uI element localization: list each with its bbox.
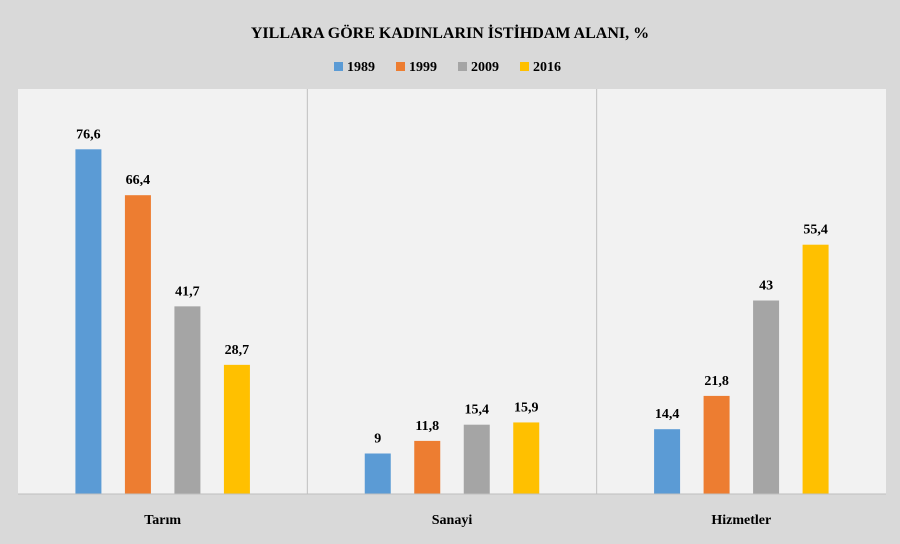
bar-1989-2 — [654, 429, 681, 494]
bar-2009-0 — [174, 306, 201, 494]
legend-swatch-1999 — [396, 62, 405, 71]
bar-1989-1 — [364, 453, 391, 494]
legend: 1989 1999 2009 2016 — [334, 60, 561, 75]
bar-2009-1 — [463, 424, 490, 494]
data-labels-group: 76,6 66,4 41,7 28,7 9 11,8 15,4 15,9 14,4 21,8 43 5… — [76, 127, 828, 446]
legend-label-2016: 2016 — [533, 60, 561, 75]
data-label-1999-2: 21,8 — [704, 374, 729, 389]
bar-1999-0 — [124, 195, 151, 494]
data-label-2016-0: 28,7 — [225, 343, 250, 358]
bar-2016-2 — [802, 244, 829, 494]
legend-swatch-2009 — [458, 62, 467, 71]
bar-1989-0 — [75, 149, 102, 495]
plot-area — [18, 89, 886, 494]
bar-2016-0 — [223, 364, 250, 494]
category-label-2: Hizmetler — [711, 513, 771, 528]
bar-2009-2 — [753, 300, 780, 494]
chart-title: YILLARA GÖRE KADINLARIN İSTİHDAM ALANI, … — [251, 23, 649, 42]
category-label-0: Tarım — [144, 513, 181, 528]
category-separators — [306, 89, 598, 494]
legend-swatch-2016 — [520, 62, 529, 71]
data-label-1989-0: 76,6 — [76, 127, 101, 142]
data-label-1999-1: 11,8 — [415, 419, 439, 434]
data-label-1989-2: 14,4 — [655, 407, 680, 422]
bar-2016-1 — [513, 422, 540, 494]
legend-label-1999: 1999 — [409, 60, 437, 75]
legend-label-2009: 2009 — [471, 60, 499, 75]
data-label-2016-1: 15,9 — [514, 400, 539, 415]
data-label-2016-2: 55,4 — [803, 223, 828, 238]
legend-swatch-1989 — [334, 62, 343, 71]
category-labels-group: Tarım Sanayi Hizmetler — [144, 513, 771, 528]
bar-1999-1 — [414, 440, 441, 494]
legend-label-1989: 1989 — [347, 60, 375, 75]
data-label-2009-1: 15,4 — [465, 403, 490, 418]
bar-1999-2 — [703, 395, 730, 494]
category-label-1: Sanayi — [432, 513, 473, 528]
data-label-2009-2: 43 — [759, 279, 773, 294]
data-label-1999-0: 66,4 — [126, 173, 151, 188]
data-label-1989-1: 9 — [374, 432, 381, 447]
data-label-2009-0: 41,7 — [175, 284, 200, 299]
bars-group — [75, 149, 829, 495]
